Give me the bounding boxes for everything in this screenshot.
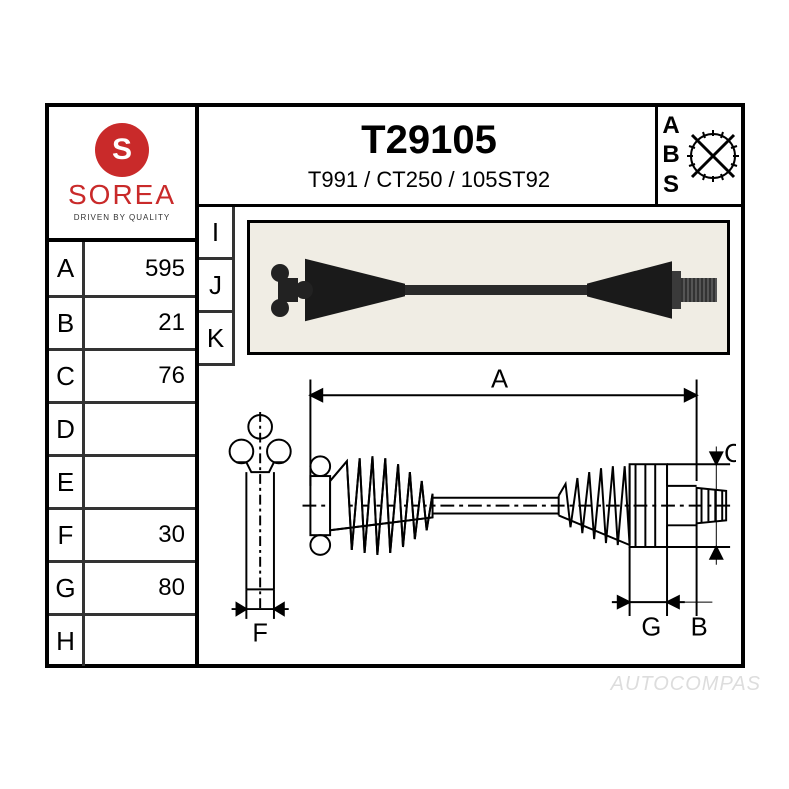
logo-brand: SOREA [68, 179, 176, 211]
outer-frame: S SOREA DRIVEN BY QUALITY T29105 T991 / … [45, 103, 745, 668]
cross-reference: T991 / CT250 / 105ST92 [308, 167, 550, 193]
ijk-label-column: I J K [199, 207, 235, 366]
spec-value [85, 613, 195, 666]
abs-gear-icon [684, 107, 741, 204]
ijk-label: I [199, 207, 232, 260]
dim-label-f: F [252, 620, 268, 648]
logo-cell: S SOREA DRIVEN BY QUALITY [49, 107, 199, 242]
spec-value-column: 595 21 76 30 80 [85, 242, 199, 666]
spec-value: 80 [85, 560, 195, 613]
title-cell: T29105 T991 / CT250 / 105ST92 [199, 107, 659, 207]
spec-label: C [49, 348, 82, 401]
spec-label: F [49, 507, 82, 560]
spec-label: E [49, 454, 82, 507]
spec-label: A [49, 242, 82, 295]
logo-glyph: S [112, 135, 132, 165]
dim-label-b: B [691, 614, 708, 642]
spec-value [85, 401, 195, 454]
spec-value: 30 [85, 507, 195, 560]
sheet-canvas: S SOREA DRIVEN BY QUALITY T29105 T991 / … [20, 85, 769, 704]
abs-cell: A B S [655, 107, 741, 207]
logo-circle: S [95, 123, 149, 177]
logo-tagline: DRIVEN BY QUALITY [74, 213, 170, 222]
photo-inner-boot [305, 251, 405, 329]
spec-value [85, 454, 195, 507]
abs-letters: A B S [658, 107, 684, 204]
spec-value: 595 [85, 242, 195, 295]
ijk-label: K [199, 313, 232, 366]
spec-value: 76 [85, 348, 195, 401]
spec-label: D [49, 401, 82, 454]
abs-s: S [663, 171, 679, 199]
spec-label: G [49, 560, 82, 613]
spec-label: B [49, 295, 82, 348]
product-photo [247, 220, 730, 355]
spec-label-column: A B C D E F G H [49, 242, 85, 666]
dim-label-g: G [641, 614, 661, 642]
part-number: T29105 [361, 118, 497, 163]
ijk-label: J [199, 260, 232, 313]
photo-tripod-joint [270, 263, 315, 318]
dimension-schematic: A [204, 367, 736, 659]
watermark: AUTOCOMPAS [611, 673, 761, 696]
dim-label-c: C [724, 440, 736, 468]
abs-b: B [662, 141, 679, 169]
photo-outer-boot [587, 258, 672, 322]
abs-a: A [662, 112, 679, 140]
spec-label: H [49, 613, 82, 666]
dim-label-a: A [491, 367, 509, 393]
spec-value: 21 [85, 295, 195, 348]
